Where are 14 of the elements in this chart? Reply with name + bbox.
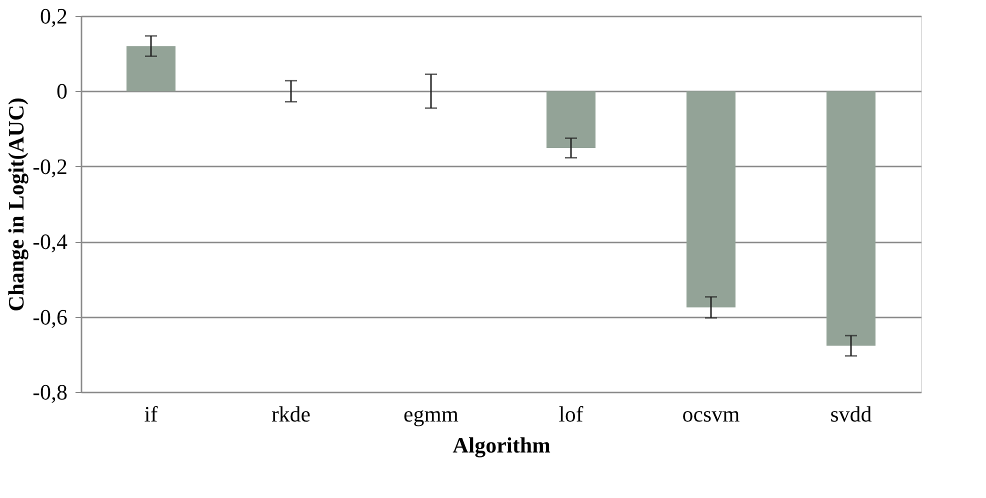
y-tick-label: 0,2 (40, 4, 68, 28)
x-tick-label: egmm (404, 402, 458, 426)
y-axis-title: Change in Logit(AUC) (4, 98, 29, 312)
x-tick-label: svdd (830, 402, 872, 426)
y-tick-label: -0,6 (32, 304, 68, 330)
x-tick-label: if (144, 402, 158, 426)
x-tick-label: rkde (271, 402, 311, 426)
x-tick-label: ocsvm (682, 402, 740, 426)
y-tick-label: 0 (56, 78, 68, 104)
y-tick-label: -0,4 (32, 229, 68, 254)
y-tick-label: -0,2 (32, 154, 68, 179)
x-tick-label: lof (558, 402, 584, 426)
y-tick-label: -0,8 (32, 380, 68, 404)
x-axis-title: Algorithm (452, 432, 550, 458)
